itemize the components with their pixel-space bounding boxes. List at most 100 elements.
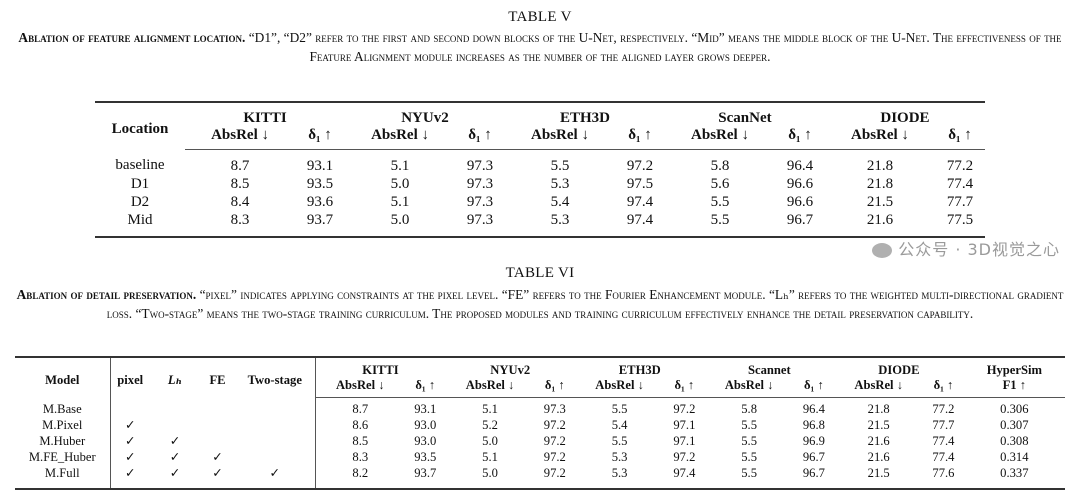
wechat-icon bbox=[872, 243, 893, 258]
cell-value: 8.6 bbox=[352, 417, 369, 432]
row-label: M.Pixel bbox=[15, 417, 111, 434]
header-row-metrics: AbsRel ↓ δ₁ ↑ AbsRel ↓ δ₁ ↑ AbsRel ↓ δ₁ ↑ AbsR… bbox=[15, 378, 1065, 398]
cell-value: 8.5 bbox=[230, 175, 250, 192]
table-row: M.FE_Huber ✓ ✓ ✓ 8.3 93.5 5.1 97.2 5.3 97.2 5.5 96.… bbox=[15, 449, 1065, 466]
cell-value: 5.6 bbox=[710, 175, 730, 192]
metric-header: δ₁ ↑ bbox=[615, 127, 665, 150]
row-label: M.Full bbox=[15, 465, 111, 490]
cell-value: 97.3 bbox=[466, 157, 494, 174]
cell-value: 5.1 bbox=[390, 193, 410, 210]
cell-value: 5.1 bbox=[482, 449, 498, 464]
table5-caption-lead: Ablation of feature alignment location. bbox=[18, 30, 246, 45]
cell-value: 21.8 bbox=[866, 157, 894, 174]
metric-header: δ₁ ↑ bbox=[935, 127, 985, 150]
cell-value: 5.5 bbox=[550, 157, 570, 174]
row-label: baseline bbox=[115, 157, 165, 174]
cell-value: 0.314 bbox=[1000, 449, 1029, 464]
row-label: D1 bbox=[130, 175, 150, 192]
cell-value: 5.5 bbox=[611, 433, 628, 448]
cell-value: 8.3 bbox=[352, 449, 369, 464]
table5-title: TABLE V bbox=[508, 9, 572, 25]
check-icon: ✓ bbox=[169, 434, 181, 449]
cell-value: 5.5 bbox=[741, 433, 757, 448]
empty-cell bbox=[150, 398, 200, 418]
cell-value: 5.5 bbox=[741, 449, 757, 464]
metric-header: AbsRel ↓ bbox=[824, 127, 936, 150]
row-label: D2 bbox=[130, 193, 150, 210]
cell-value: 21.5 bbox=[866, 193, 894, 210]
component-header: Lₕ bbox=[167, 373, 183, 388]
check-icon: ✓ bbox=[212, 450, 223, 465]
row-label: Mid bbox=[127, 211, 153, 228]
cell-value: 97.2 bbox=[543, 465, 566, 480]
cell-value: 5.5 bbox=[710, 211, 730, 228]
dataset-header: HyperSim bbox=[986, 363, 1042, 377]
component-header: FE bbox=[209, 372, 226, 387]
cell-value: 93.7 bbox=[306, 211, 334, 228]
cell-value: 5.2 bbox=[482, 417, 498, 432]
cell-value: 5.0 bbox=[390, 175, 410, 192]
check-icon: ✓ bbox=[124, 450, 136, 465]
table-row: baseline 8.7 93.1 5.1 97.3 5.5 97.2 5.8 96.4 21.8… bbox=[95, 150, 985, 176]
table-row: M.Pixel ✓ 8.6 93.0 5.2 97.2 5.4 97.1 5.5 96.8 21.5… bbox=[15, 417, 1065, 434]
row-label: M.Huber bbox=[15, 433, 111, 450]
row-label: M.Base bbox=[15, 397, 111, 418]
check-icon: ✓ bbox=[124, 434, 136, 449]
table-row: M.Base 8.7 93.1 5.1 97.3 5.5 97.2 5.8 96.4 21.8 77… bbox=[15, 397, 1065, 418]
metric-header: AbsRel ↓ bbox=[504, 127, 616, 150]
cell-value: 0.308 bbox=[1000, 433, 1029, 448]
cell-value: 97.2 bbox=[543, 433, 566, 448]
metric-header: AbsRel ↓ bbox=[834, 378, 924, 398]
cell-value: 5.3 bbox=[550, 211, 570, 228]
dataset-header: DIODE bbox=[878, 363, 920, 377]
metric-header: δ₁ ↑ bbox=[455, 127, 505, 150]
cell-value: 77.6 bbox=[932, 465, 955, 480]
cell-value: 97.3 bbox=[466, 175, 494, 192]
metric-header: AbsRel ↓ bbox=[344, 127, 456, 150]
cell-value: 5.4 bbox=[611, 417, 628, 432]
cell-value: 5.0 bbox=[482, 433, 498, 448]
cell-value: 97.2 bbox=[673, 402, 696, 417]
empty-cell bbox=[200, 433, 235, 449]
cell-value: 97.3 bbox=[543, 402, 566, 417]
metric-header: AbsRel ↓ bbox=[575, 378, 665, 398]
cell-value: 21.6 bbox=[867, 433, 890, 448]
table6-caption-text: “pixel” indicates applying constraints a… bbox=[106, 287, 1064, 321]
cell-value: 8.4 bbox=[230, 193, 250, 210]
check-icon: ✓ bbox=[169, 466, 181, 481]
cell-value: 77.7 bbox=[946, 193, 974, 210]
dataset-header: ETH3D bbox=[618, 363, 661, 377]
cell-value: 96.6 bbox=[786, 175, 814, 192]
component-header: Two-stage bbox=[235, 357, 316, 398]
cell-value: 5.4 bbox=[550, 193, 570, 210]
watermark: 公众号 · 3D视觉之心 bbox=[872, 240, 1060, 260]
cell-value: 77.7 bbox=[932, 417, 955, 432]
table-row: Mid 8.3 93.7 5.0 97.3 5.3 97.4 5.5 96.7 21.6 77.5 bbox=[95, 211, 985, 237]
check-icon: ✓ bbox=[235, 465, 316, 490]
cell-value: 21.5 bbox=[867, 465, 890, 480]
header-row-metrics: AbsRel ↓ δ₁ ↑ AbsRel ↓ δ₁ ↑ AbsRel ↓ δ₁ ↑ AbsR… bbox=[95, 127, 985, 150]
empty-cell bbox=[200, 417, 235, 433]
cell-value: 21.6 bbox=[866, 211, 894, 228]
cell-value: 93.1 bbox=[414, 402, 437, 417]
check-icon: ✓ bbox=[124, 466, 136, 481]
cell-value: 8.7 bbox=[230, 157, 250, 174]
metric-header: δ₁ ↑ bbox=[775, 127, 825, 150]
dataset-header: KITTI bbox=[243, 110, 287, 126]
table6-title: TABLE VI bbox=[505, 265, 575, 281]
cell-value: 93.0 bbox=[414, 433, 437, 448]
cell-value: 77.2 bbox=[932, 402, 955, 417]
cell-value: 93.5 bbox=[414, 449, 437, 464]
row-header: Location bbox=[111, 121, 169, 138]
row-header: Model bbox=[15, 357, 111, 398]
cell-value: 5.5 bbox=[741, 465, 757, 480]
cell-value: 0.337 bbox=[1000, 465, 1029, 480]
cell-value: 5.3 bbox=[611, 465, 628, 480]
metric-header: δ₁ ↑ bbox=[534, 378, 576, 398]
cell-value: 97.4 bbox=[626, 193, 654, 210]
cell-value: 97.3 bbox=[466, 211, 494, 228]
cell-value: 5.0 bbox=[390, 211, 410, 228]
empty-cell bbox=[150, 417, 200, 433]
cell-value: 8.2 bbox=[352, 465, 369, 480]
cell-value: 77.2 bbox=[946, 157, 974, 174]
